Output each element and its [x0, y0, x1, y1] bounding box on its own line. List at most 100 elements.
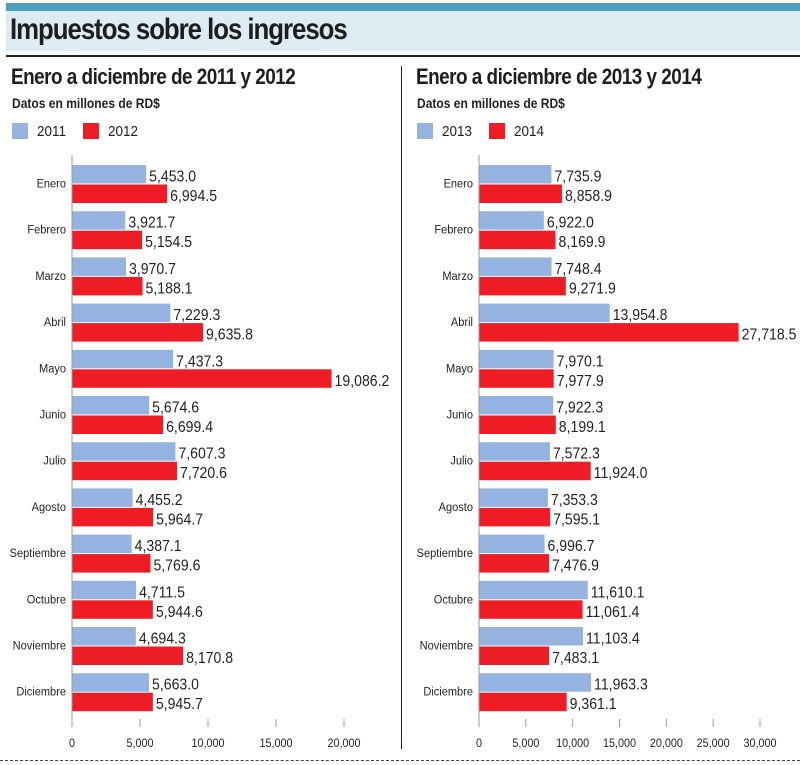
legend-label: 2011 — [37, 122, 67, 140]
bar-2012 — [72, 461, 178, 481]
data-label-2011: 5,663.0 — [152, 676, 199, 694]
category-label: Junio — [447, 409, 473, 421]
category-label: Septiembre — [417, 548, 473, 560]
category-label: Abril — [44, 317, 66, 329]
chart-panel-2013-2014: Enero a diciembre de 2013 y 2014 Datos e… — [416, 60, 800, 755]
data-label-2014: 11,924.0 — [594, 464, 648, 482]
bar-2013 — [479, 442, 550, 461]
category-label: Noviembre — [13, 640, 66, 652]
data-label-2012: 5,944.6 — [156, 603, 203, 621]
data-label-2013: 11,103.4 — [586, 630, 640, 648]
bar-2014 — [479, 461, 591, 481]
bar-2014 — [479, 184, 562, 203]
bar-2012 — [72, 369, 332, 388]
header-band — [6, 11, 800, 51]
x-tick-label: 5,000 — [126, 738, 153, 751]
data-label-2011: 4,711.5 — [139, 583, 185, 601]
bar-2013 — [479, 488, 548, 507]
legend-item-series-2: 2014 — [489, 123, 547, 140]
x-tick-label: 5,000 — [512, 738, 539, 751]
legend-label: 2014 — [514, 122, 545, 140]
data-label-2014: 27,718.5 — [742, 326, 797, 344]
data-label-2011: 3,921.7 — [128, 214, 175, 232]
data-label-2013: 7,922.3 — [556, 399, 603, 417]
category-label: Enero — [37, 178, 66, 190]
bar-2013 — [479, 257, 552, 276]
data-label-2013: 11,963.3 — [594, 676, 648, 694]
data-label-2014: 11,061.4 — [586, 603, 640, 621]
bar-2011 — [72, 396, 150, 415]
data-label-2014: 7,977.9 — [557, 372, 604, 390]
page-title: Impuestos sobre los ingresos — [10, 13, 348, 46]
bar-2013 — [479, 211, 544, 230]
bar-2012 — [72, 646, 184, 665]
bar-2011 — [72, 534, 132, 554]
data-label-2011: 7,437.3 — [176, 352, 223, 370]
data-label-2012: 19,086.2 — [335, 372, 390, 390]
category-label: Diciembre — [16, 686, 66, 698]
legend-swatch — [489, 123, 506, 139]
bar-2012 — [72, 600, 153, 619]
data-label-2012: 5,945.7 — [156, 695, 203, 713]
bar-2013 — [479, 580, 588, 600]
chart-title: Enero a diciembre de 2011 y 2012 — [11, 64, 296, 89]
data-label-2011: 7,229.3 — [173, 306, 220, 324]
data-label-2012: 7,720.6 — [180, 464, 227, 482]
bar-2011 — [72, 442, 176, 461]
x-tick-label: 20,000 — [650, 738, 683, 751]
category-label: Abril — [451, 317, 473, 329]
bar-2014 — [479, 230, 556, 250]
data-label-2014: 7,595.1 — [553, 511, 600, 529]
data-label-2011: 4,694.3 — [139, 630, 186, 648]
chart-subtitle: Datos en millones de RD$ — [417, 95, 565, 111]
x-tick-label: 15,000 — [603, 738, 636, 751]
bar-2012 — [72, 554, 151, 573]
bar-2013 — [479, 534, 545, 554]
bar-2011 — [72, 349, 174, 369]
data-label-2014: 9,271.9 — [569, 280, 616, 298]
data-label-2013: 7,748.4 — [555, 260, 602, 278]
x-tick-label: 0 — [69, 738, 75, 751]
data-label-2011: 3,970.7 — [129, 260, 176, 278]
category-label: Agosto — [439, 502, 473, 514]
x-tick-label: 20,000 — [327, 738, 360, 751]
bar-2012 — [72, 323, 204, 342]
bar-2011 — [72, 165, 147, 184]
data-label-2012: 5,964.7 — [156, 511, 203, 529]
bar-2012 — [72, 184, 168, 203]
bar-2011 — [72, 488, 133, 507]
category-label: Mayo — [446, 363, 473, 375]
bar-2014 — [479, 600, 583, 619]
data-label-2014: 9,361.1 — [570, 695, 617, 713]
data-label-2013: 11,610.1 — [591, 583, 645, 601]
bar-2012 — [72, 230, 143, 250]
data-label-2014: 7,483.1 — [552, 649, 599, 667]
legend-label: 2013 — [442, 122, 473, 140]
bar-2011 — [72, 211, 126, 230]
category-label: Marzo — [35, 271, 66, 283]
bar-2012 — [72, 507, 154, 527]
bar-2012 — [72, 276, 143, 296]
bar-2011 — [72, 627, 136, 646]
category-label: Enero — [444, 178, 473, 190]
data-label-2012: 6,994.5 — [170, 187, 217, 205]
data-label-2012: 9,635.8 — [206, 326, 253, 344]
bottom-dashed-rule — [0, 760, 800, 761]
data-label-2012: 8,170.8 — [186, 649, 233, 667]
x-tick-label: 0 — [476, 738, 482, 751]
data-label-2011: 4,455.2 — [136, 491, 183, 509]
x-tick-label: 25,000 — [697, 738, 730, 751]
data-label-2014: 8,858.9 — [565, 187, 612, 205]
bar-2013 — [479, 349, 554, 369]
category-label: Diciembre — [423, 686, 473, 698]
category-label: Marzo — [442, 271, 473, 283]
data-label-2013: 7,970.1 — [557, 352, 604, 370]
category-label: Mayo — [39, 363, 66, 375]
bar-2013 — [479, 165, 552, 184]
data-label-2011: 7,607.3 — [178, 445, 225, 463]
data-label-2012: 5,154.5 — [145, 233, 192, 251]
bar-2011 — [72, 580, 137, 600]
bar-2014 — [479, 692, 567, 712]
bar-2014 — [479, 369, 554, 388]
